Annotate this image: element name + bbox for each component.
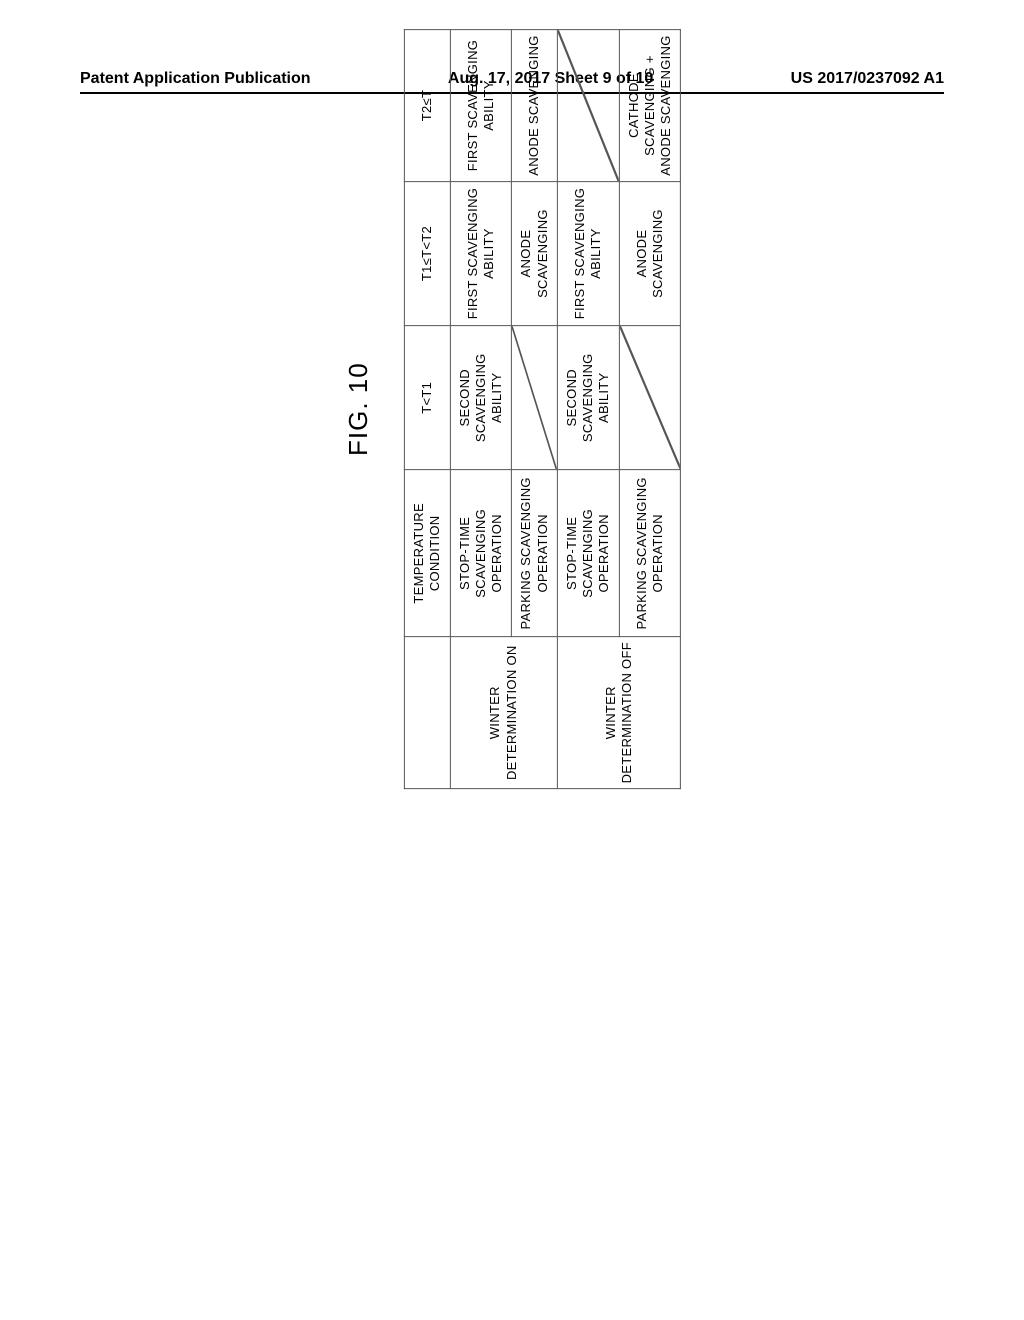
cell: ANODE SCAVENGING — [512, 181, 558, 325]
header-t-lt-t1: T<T1 — [404, 326, 450, 470]
table-row: WINTER DETERMINATION ON STOP-TIME SCAVEN… — [450, 30, 512, 789]
cell: SECOND SCAVENGING ABILITY — [450, 326, 512, 470]
figure-label: FIG. 10 — [343, 29, 374, 789]
header-left: Patent Application Publication — [80, 70, 311, 88]
op-cell: STOP-TIME SCAVENGING OPERATION — [450, 470, 512, 637]
group-label-0: WINTER DETERMINATION ON — [450, 637, 557, 789]
cell: SECOND SCAVENGING ABILITY — [557, 326, 619, 470]
diagonal-cell — [557, 30, 619, 182]
cell: FIRST SCAVENGING ABILITY — [450, 30, 512, 182]
cell: FIRST SCAVENGING ABILITY — [557, 181, 619, 325]
figure-stage: FIG. 10 TEMPERATURE CONDITION T<T1 T1≤T<… — [343, 29, 681, 789]
diagonal-cell — [619, 326, 681, 470]
op-cell: PARKING SCAVENGING OPERATION — [619, 470, 681, 637]
diagonal-cell — [512, 326, 558, 470]
cell: ANODE SCAVENGING — [619, 181, 681, 325]
header-t1-t2: T1≤T<T2 — [404, 181, 450, 325]
group-label-1: WINTER DETERMINATION OFF — [557, 637, 681, 789]
op-cell: STOP-TIME SCAVENGING OPERATION — [557, 470, 619, 637]
cell: FIRST SCAVENGING ABILITY — [450, 181, 512, 325]
header-temp-condition: TEMPERATURE CONDITION — [404, 470, 450, 637]
cell: ANODE SCAVENGING — [512, 30, 558, 182]
header-right: US 2017/0237092 A1 — [791, 70, 944, 88]
header-blank — [404, 637, 450, 789]
cell: CATHODE SCAVENGING + ANODE SCAVENGING — [619, 30, 681, 182]
table-header-row: TEMPERATURE CONDITION T<T1 T1≤T<T2 T2≤T — [404, 30, 450, 789]
header-t2: T2≤T — [404, 30, 450, 182]
op-cell: PARKING SCAVENGING OPERATION — [512, 470, 558, 637]
figure-table: TEMPERATURE CONDITION T<T1 T1≤T<T2 T2≤T … — [404, 29, 681, 789]
table-row: WINTER DETERMINATION OFF STOP-TIME SCAVE… — [557, 30, 619, 789]
